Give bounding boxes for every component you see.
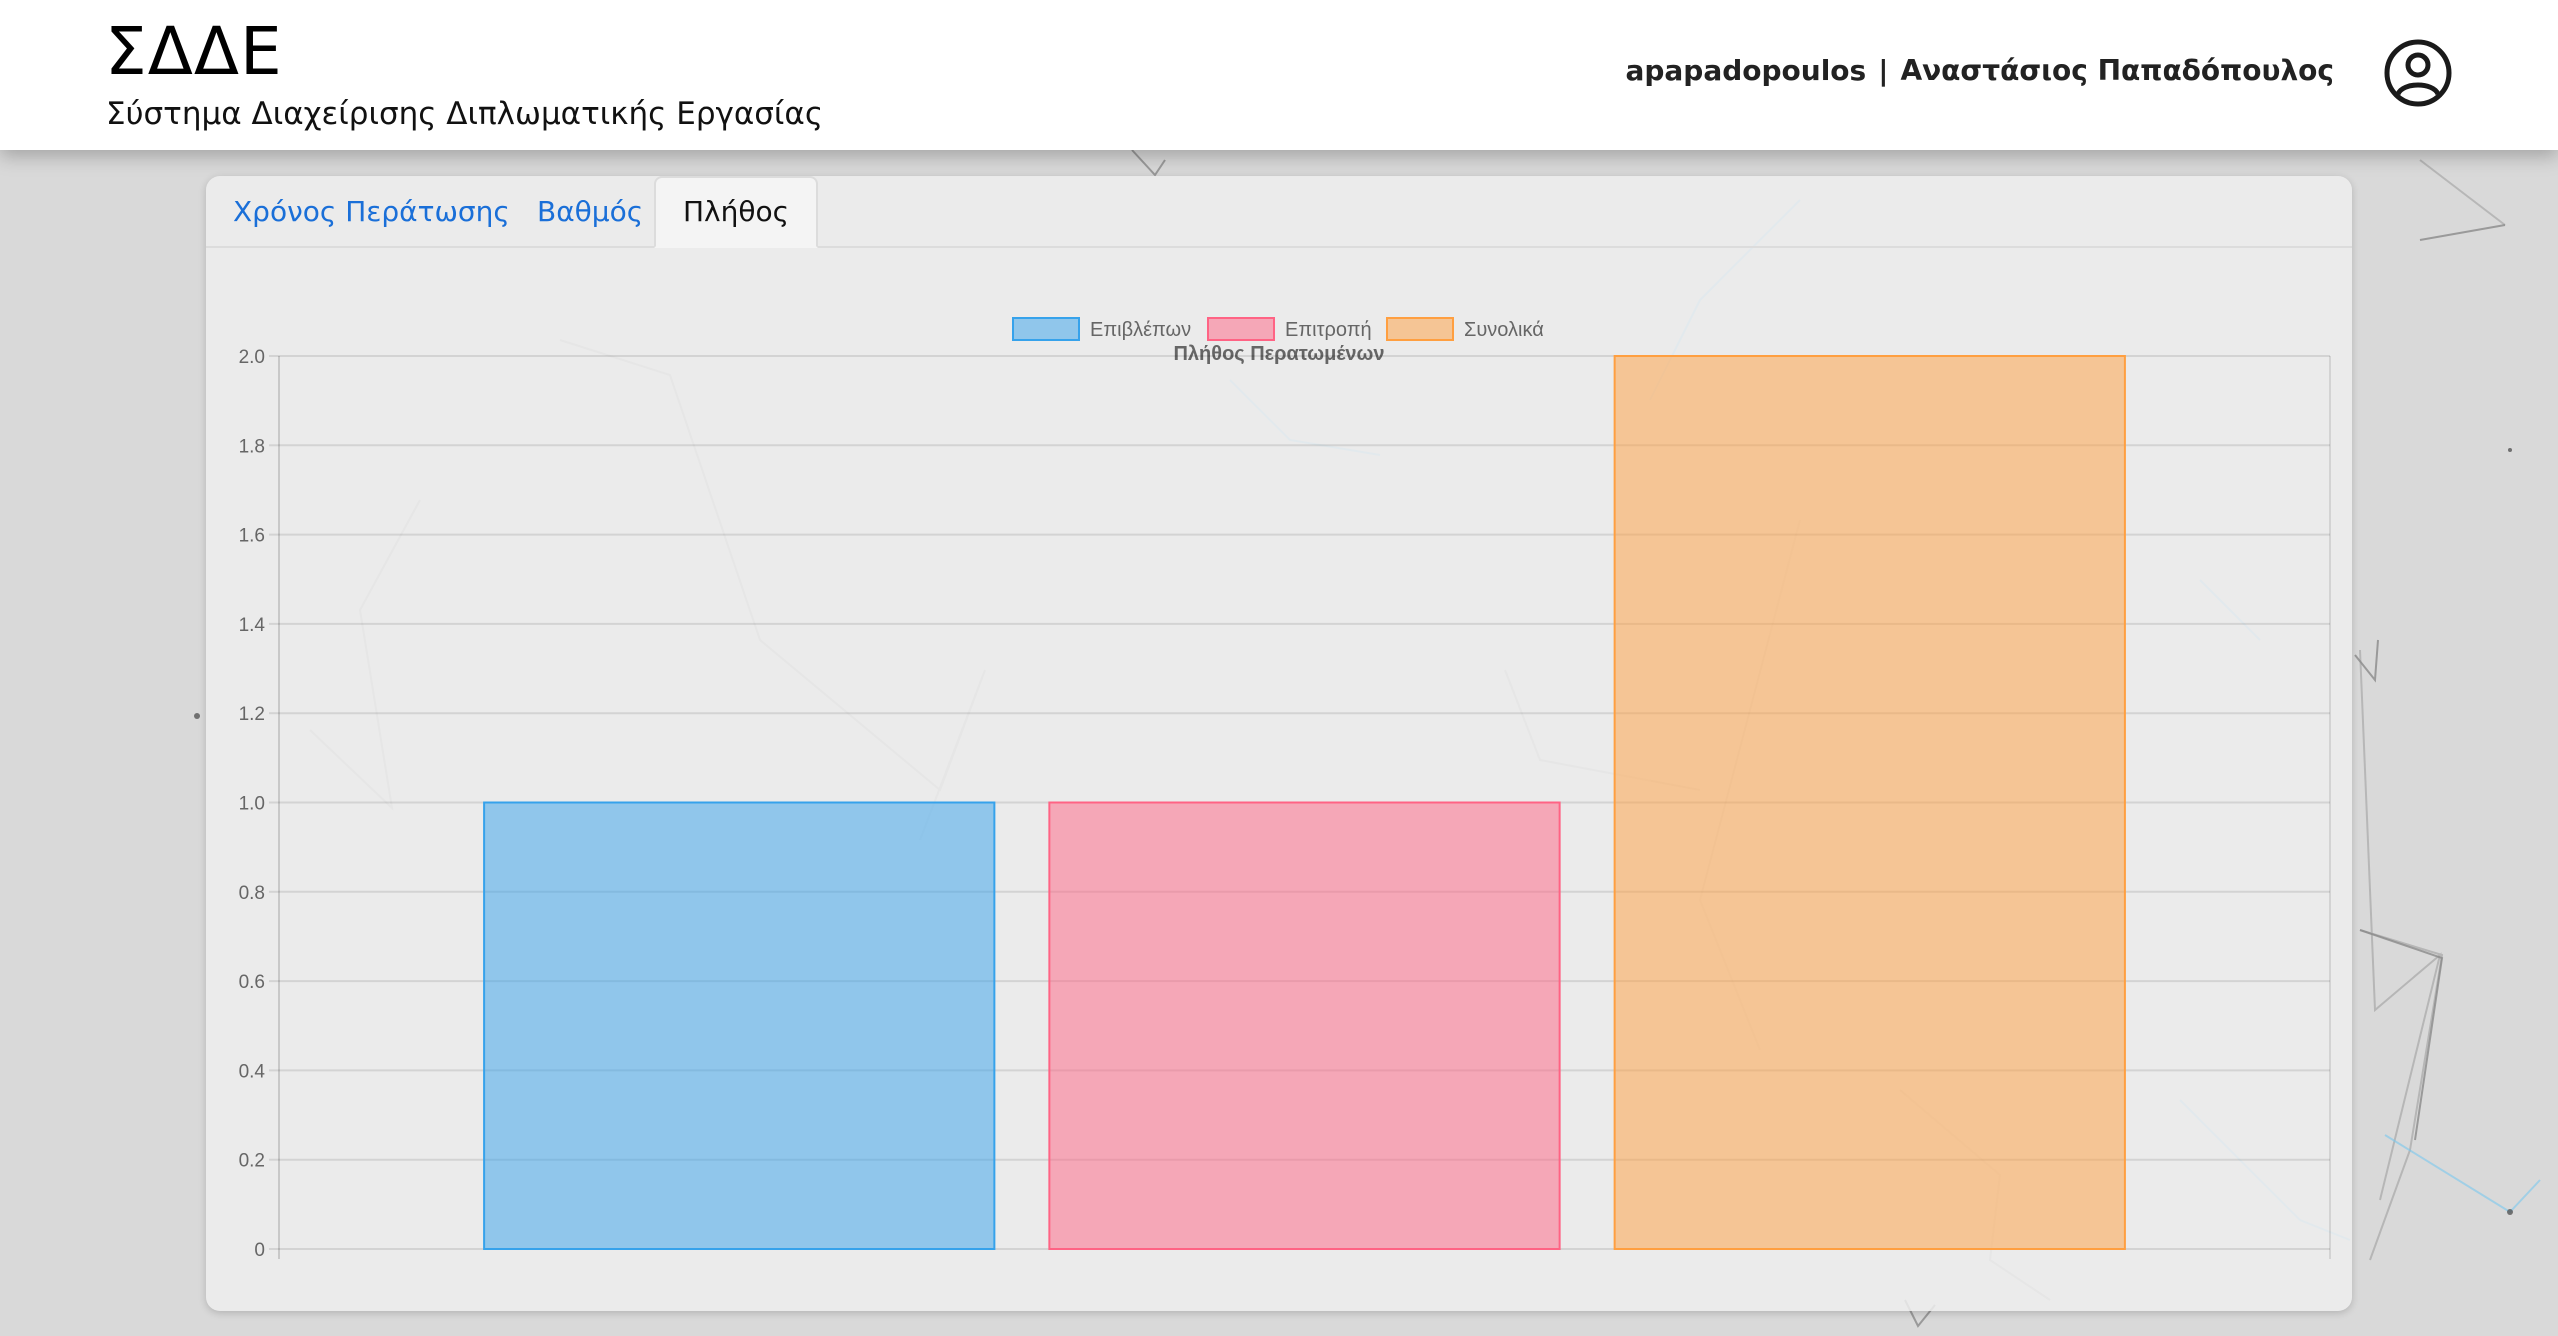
statistics-tabs: Χρόνος Περάτωσης Βαθμός Πλήθος (206, 176, 2352, 248)
app-title: ΣΔΔΕ (105, 13, 283, 90)
y-tick-label: 1.6 (239, 526, 265, 547)
top-header: ΣΔΔΕ Σύστημα Διαχείρισης Διπλωματικής Ερ… (0, 0, 2558, 150)
bar-1 (483, 801, 996, 1250)
y-tick-label: 0.4 (239, 1061, 266, 1082)
user-circle-icon[interactable] (2383, 38, 2453, 108)
tab-grade[interactable]: Βαθμός (537, 195, 644, 228)
user-full-name: Αναστάσιος Παπαδόπουλος (1900, 54, 2334, 87)
y-tick-label: 1.2 (239, 704, 265, 725)
statistics-card: Χρόνος Περάτωσης Βαθμός Πλήθος Πλήθος Πε… (206, 176, 2352, 1311)
tab-count[interactable]: Πλήθος (654, 176, 819, 248)
tab-completion-time[interactable]: Χρόνος Περάτωσης (233, 195, 510, 228)
y-tick-label: 2.0 (239, 347, 265, 368)
app-subtitle: Σύστημα Διαχείρισης Διπλωματικής Εργασία… (106, 96, 824, 132)
y-tick-label: 1.4 (239, 615, 266, 636)
y-tick-label: 0.8 (239, 883, 265, 904)
bar-3 (1613, 355, 2126, 1250)
y-tick-label: 0.6 (239, 972, 265, 993)
legend-swatch-3 (1386, 317, 1454, 341)
bar-2 (1048, 801, 1561, 1250)
username: apapadopoulos (1625, 54, 1867, 87)
y-tick-label: 1.8 (239, 436, 265, 457)
user-separator: | (1878, 54, 1889, 87)
chart-title: Πλήθος Περατωμένων (1173, 343, 1384, 365)
legend-swatch-1 (1012, 317, 1080, 341)
legend-swatch-2 (1207, 317, 1275, 341)
legend-label-1: Επιβλέπων (1090, 319, 1191, 341)
y-tick-label: 0.2 (239, 1151, 265, 1172)
legend-label-3: Συνολικά (1464, 319, 1544, 341)
user-info: apapadopoulos | Αναστάσιος Παπαδόπουλος (1625, 54, 2334, 87)
y-tick-label: 1.0 (239, 794, 265, 815)
y-tick-label: 0 (254, 1240, 265, 1261)
legend-label-2: Επιτροπή (1285, 319, 1372, 341)
